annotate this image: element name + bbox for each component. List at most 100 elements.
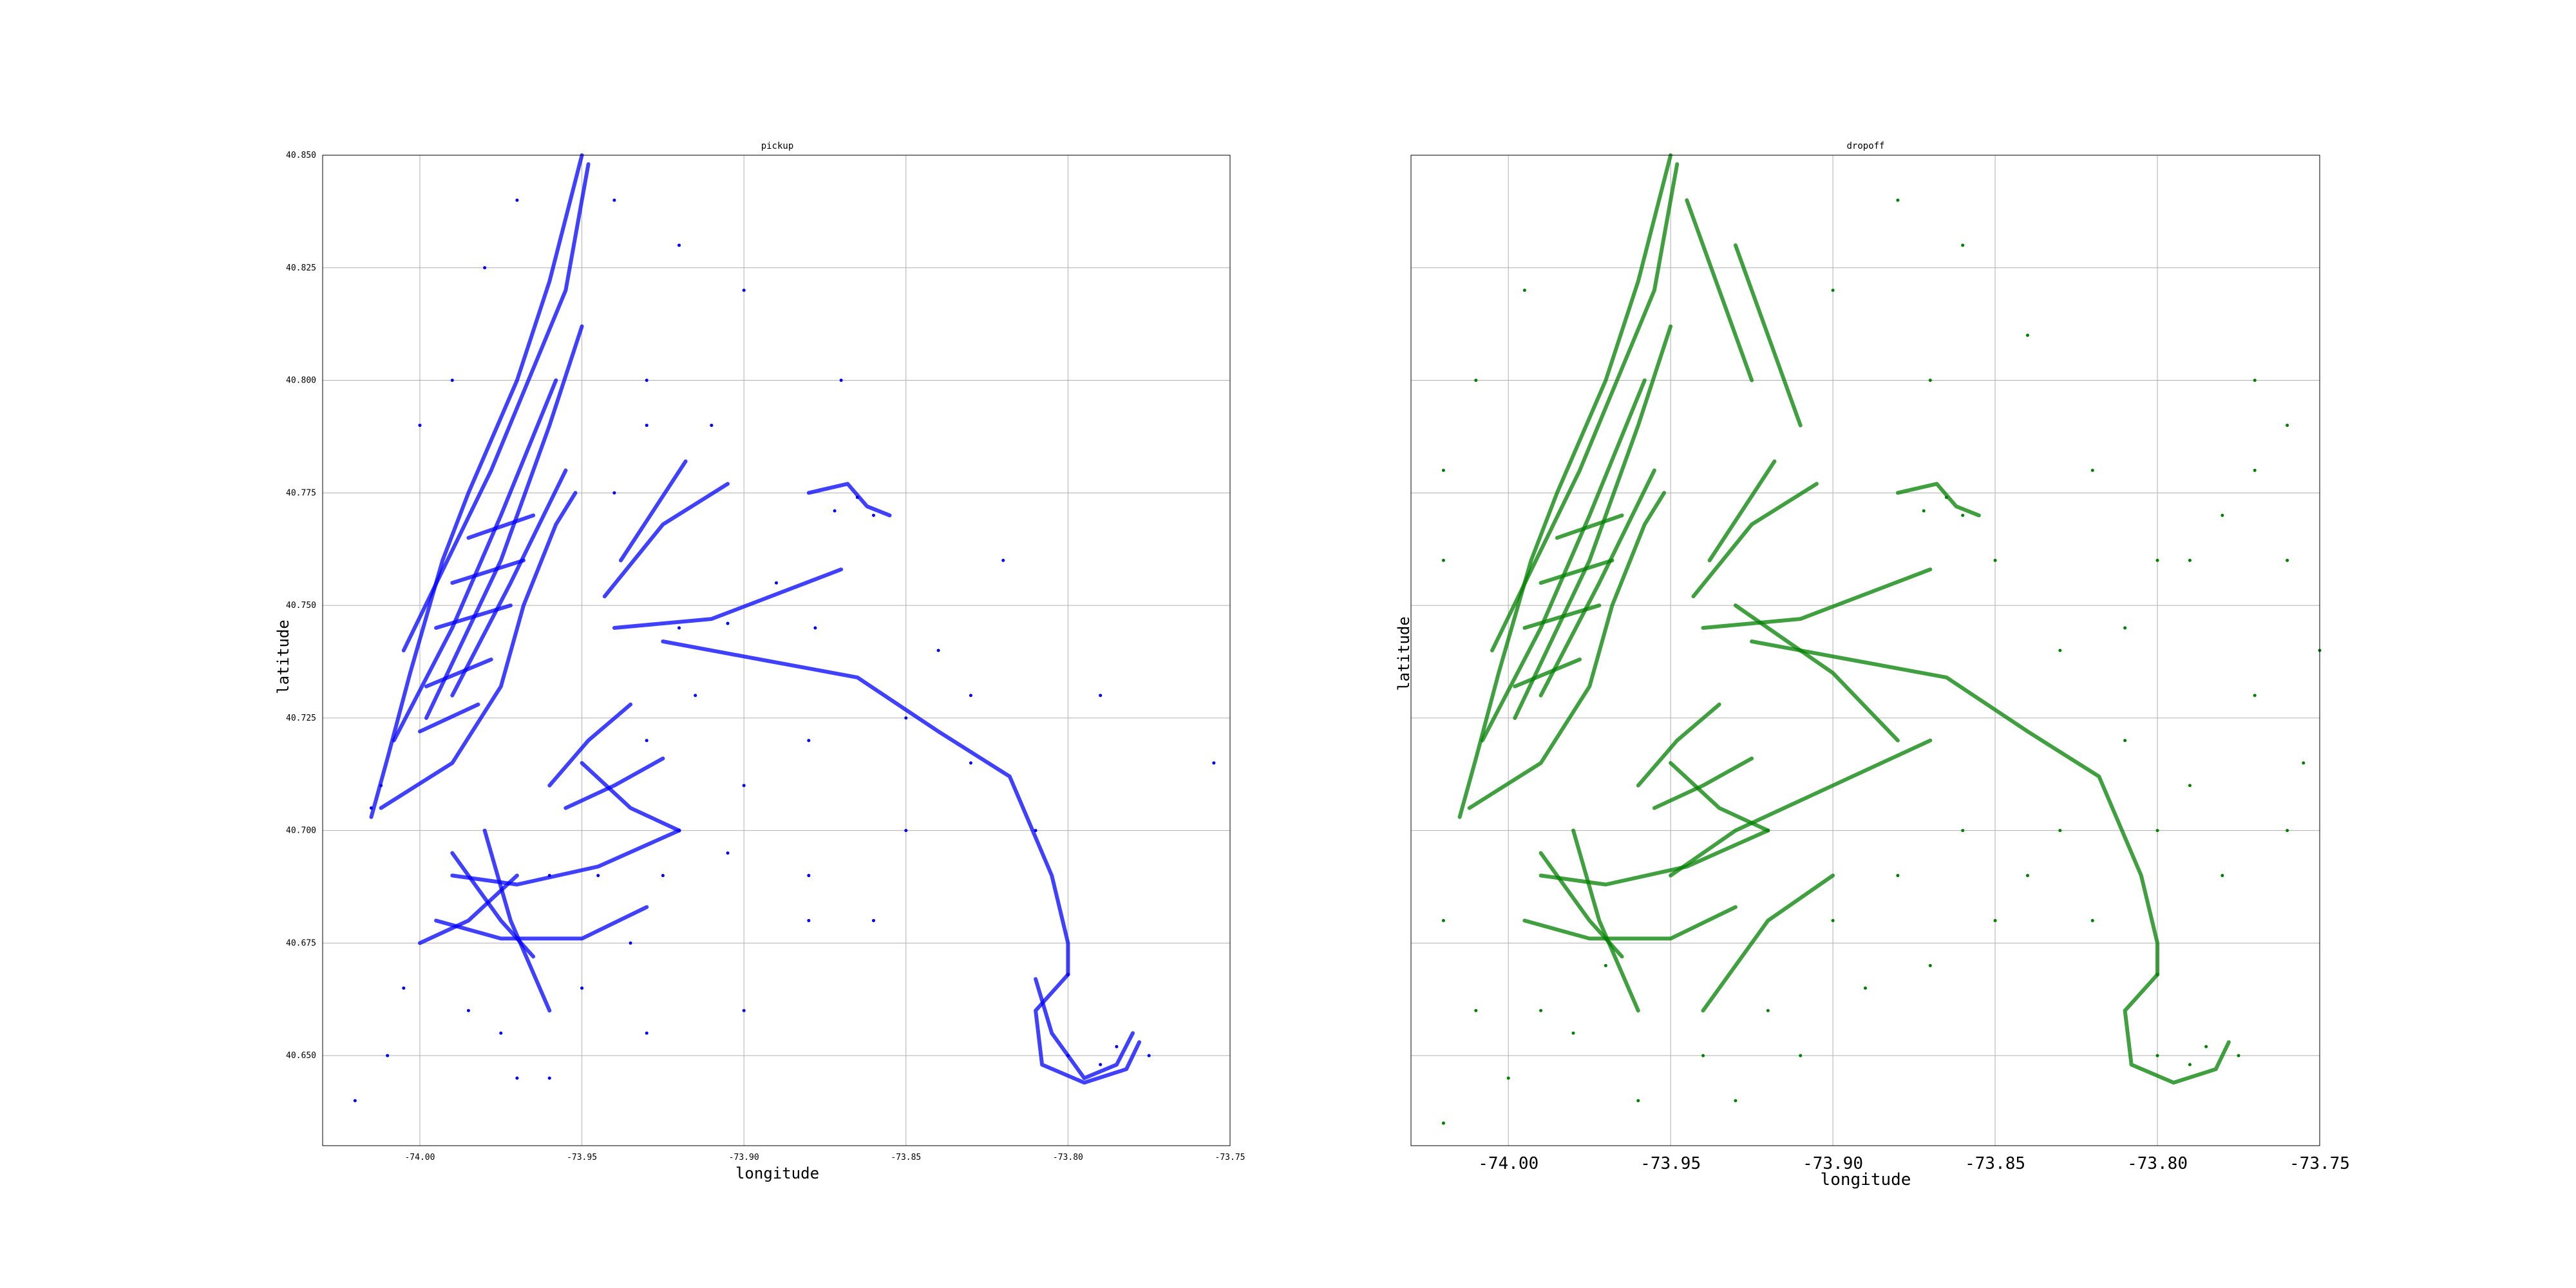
pickup-trip-trace [602,482,730,599]
pickup-trip-trace [401,162,591,652]
dropoff-trip-trace [1733,243,1803,428]
pickup-point [645,379,649,383]
dropoff-point [1734,1099,1738,1103]
x-tick-label: -73.95 [567,1153,597,1162]
dropoff-point [1961,829,1965,833]
pickup-point [645,423,649,427]
dropoff-point [1522,289,1526,292]
dropoff-trip-trace [1733,603,1900,743]
dropoff-trip-trace [1701,873,1835,1013]
pickup-panel: pickup longitude latitude -74.00 -73.95 -7… [274,141,1245,1182]
x-tick-label: -73.90 [729,1153,759,1162]
pickup-point [580,986,584,990]
pickup-marks [353,153,1216,1103]
dropoff-point [2123,739,2127,743]
dropoff-trip-trace [1685,198,1754,383]
dropoff-trip-trace [1555,513,1624,540]
pickup-point [1147,1054,1151,1057]
dropoff-point [2302,761,2306,765]
dropoff-point [1864,986,1867,990]
pickup-trip-trace [1034,972,1142,1085]
pickup-trip-trace [379,491,578,810]
dropoff-point [1539,1009,1543,1012]
dropoff-point [2237,1054,2240,1057]
dropoff-point [2155,829,2159,833]
pickup-point [547,1076,551,1080]
dropoff-trip-trace [1652,756,1754,810]
pickup-trip-trace [424,658,493,688]
x-tick-label: -73.75 [1215,1153,1245,1162]
dropoff-trip-trace [1750,639,2159,977]
x-tick-label: -74.00 [404,1153,435,1162]
pickup-point [677,626,681,630]
dropoff-trip-trace [1522,905,1738,941]
dropoff-panel: dropoff longitude latitude -74.00 -73.95-… [1395,141,2350,1189]
pickup-trip-trace [450,828,681,887]
pickup-point [1115,1045,1119,1048]
pickup-trip-trace [661,639,1070,977]
dropoff-axes-frame [1410,155,2320,1146]
dropoff-point [1961,513,1965,517]
pickup-point [813,626,817,630]
pickup-point [936,649,940,652]
pickup-point [807,739,811,743]
pickup-point [833,509,837,513]
dropoff-point [2188,784,2192,788]
dropoff-point [2188,558,2192,562]
pickup-point [483,266,487,270]
x-tick-label: -73.80 [2127,1154,2188,1173]
dropoff-trip-trace [1522,603,1602,630]
pickup-trip-trace [434,905,649,941]
dropoff-point [2058,829,2062,833]
pickup-point [855,495,859,499]
dropoff-point [1928,379,1932,383]
dropoff-point [2204,1045,2208,1048]
dropoff-point [1944,495,1948,499]
y-tick-label: 40.750 [286,601,316,611]
pickup-ylabel: latitude [274,620,292,694]
pickup-point [1066,1054,1070,1057]
dropoff-point [2221,874,2224,878]
pickup-trip-trace [547,702,633,788]
dropoff-point [1928,963,1932,967]
x-tick-label: -73.90 [1803,1154,1863,1173]
pickup-point [547,874,551,878]
dropoff-point [1831,918,1835,922]
dropoff-xlabel: longitude [1821,1170,1911,1189]
dropoff-point [2286,829,2289,833]
dropoff-point [1993,558,1997,562]
dropoff-point [2155,1054,2159,1057]
pickup-trip-trace [450,558,526,585]
pickup-point [515,198,519,202]
pickup-point [1212,761,1216,765]
dropoff-point [1636,1099,1640,1103]
pickup-trip-trace [450,468,568,697]
dropoff-trip-trace [2123,972,2231,1085]
pickup-trip-trace [424,324,584,720]
dropoff-point [2025,874,2029,878]
pickup-point [612,198,616,202]
dropoff-trip-trace [1480,378,1647,743]
dropoff-point [1474,379,1478,383]
x-tick-label: -73.75 [2289,1154,2350,1173]
dropoff-point [1961,243,1965,247]
dropoff-point [2155,558,2159,562]
pickup-point [645,1031,649,1035]
pickup-point [742,289,746,292]
pickup-point [726,851,730,855]
dropoff-trip-trace [1571,828,1640,1013]
dropoff-point [2253,694,2257,697]
x-tick-label: -73.80 [1053,1153,1083,1162]
pickup-point [871,918,875,922]
y-tick-label: 40.800 [286,376,316,386]
pickup-point [450,379,454,383]
pickup-point [499,1031,503,1035]
dropoff-point [2058,649,2062,652]
dropoff-point [1441,468,1445,472]
x-tick-label: -74.00 [1478,1154,1539,1173]
y-tick-label: 40.650 [286,1051,316,1061]
dropoff-point [2221,513,2224,517]
pickup-point [466,1009,470,1012]
pickup-point [515,1076,519,1080]
pickup-point [1001,558,1005,562]
